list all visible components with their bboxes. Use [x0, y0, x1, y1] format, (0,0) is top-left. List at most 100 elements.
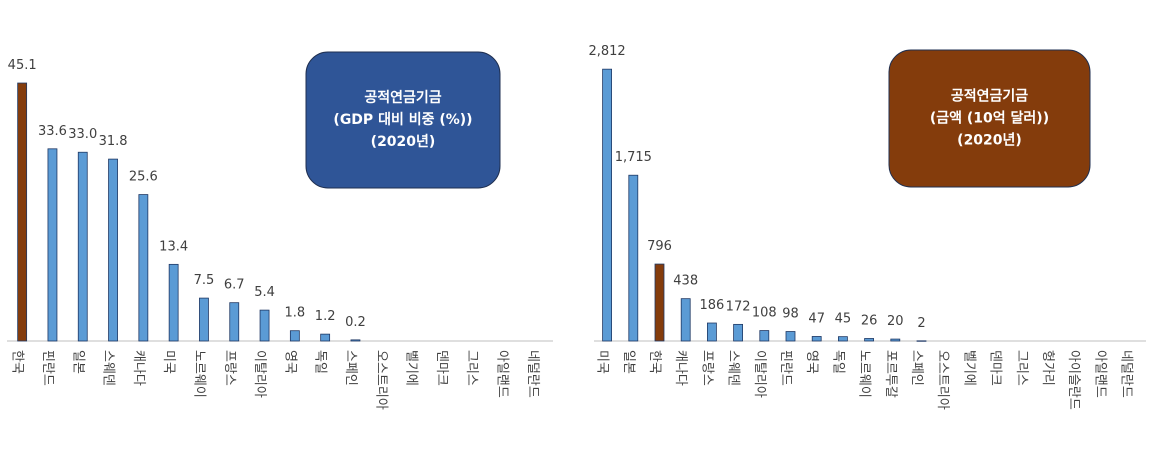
- x-tick-label: 한국: [10, 350, 25, 374]
- annotation-text: 공적연금기금: [951, 88, 1028, 105]
- value-label: 1,715: [615, 150, 652, 165]
- x-tick-label: 스웨덴: [101, 350, 116, 386]
- value-label: 108: [752, 306, 777, 321]
- bar: [785, 331, 796, 342]
- x-tick-label: 그리스: [464, 350, 479, 386]
- x-tick-label: 미국: [595, 350, 610, 374]
- bar: [229, 302, 240, 342]
- x-tick-label: 일본: [70, 350, 85, 374]
- x-tick-label: 아일랜드: [494, 350, 509, 398]
- x-tick-label: 오스트리아: [373, 350, 388, 410]
- x-tick-label: 노르웨이: [857, 350, 872, 398]
- bar: [17, 82, 28, 342]
- x-tick-label: 영국: [804, 350, 819, 374]
- x-tick-label: 네덜란드: [1119, 350, 1134, 398]
- bar: [47, 148, 58, 342]
- x-tick-label: 프랑스: [222, 350, 237, 386]
- value-label: 172: [726, 299, 751, 314]
- bar: [259, 309, 270, 342]
- x-tick-label: 스웨덴: [726, 350, 741, 386]
- bar: [138, 194, 149, 342]
- x-tick-label: 핀란드: [40, 350, 55, 386]
- value-label: 45: [835, 312, 852, 327]
- annotation-box: 공적연금기금 (GDP 대비 비중 (%)) (2020년): [305, 51, 501, 189]
- bar: [759, 330, 770, 342]
- x-tick-label: 독일: [830, 350, 845, 374]
- value-label: 98: [782, 307, 799, 322]
- value-label: 2,812: [588, 44, 625, 59]
- value-label: 5.4: [254, 285, 275, 300]
- bar: [77, 151, 88, 342]
- value-label: 20: [887, 314, 904, 329]
- x-tick-label: 아일랜드: [1092, 350, 1107, 398]
- bar: [838, 336, 848, 342]
- value-label: 186: [699, 298, 724, 313]
- annotation-text: 공적연금기금: [364, 89, 441, 106]
- x-tick-label: 핀란드: [778, 350, 793, 386]
- bar: [320, 333, 331, 342]
- bar: [108, 158, 118, 342]
- bar: [350, 339, 361, 342]
- x-tick-label: 포르투갈: [883, 350, 898, 398]
- value-label: 1.2: [315, 309, 336, 324]
- value-label: 26: [861, 313, 878, 328]
- bar: [628, 174, 639, 342]
- x-tick-label: 독일: [313, 350, 328, 374]
- bar: [811, 336, 822, 342]
- value-label: 13.4: [159, 239, 188, 254]
- value-label: 33.6: [38, 124, 67, 139]
- annotation-bg: [888, 49, 1091, 188]
- value-label: 0.2: [345, 315, 366, 330]
- bar: [916, 340, 927, 342]
- bar: [168, 263, 179, 342]
- value-label: 7.5: [194, 273, 215, 288]
- annotation-bg: [305, 51, 501, 189]
- value-label: 47: [808, 311, 825, 326]
- x-tick-label: 일본: [621, 350, 636, 374]
- bar: [199, 297, 209, 342]
- annotation-text: (금액 (10억 달러)): [930, 110, 1049, 127]
- x-tick-label: 이탈리아: [252, 350, 267, 398]
- bar: [654, 263, 665, 342]
- annotation-text: (GDP 대비 비중 (%)): [333, 112, 472, 128]
- value-label: 796: [647, 239, 672, 254]
- bar: [289, 330, 300, 342]
- x-tick-label: 프랑스: [699, 350, 714, 386]
- value-label: 438: [673, 274, 698, 289]
- x-tick-label: 오스트리아: [935, 350, 950, 410]
- annotation-text: (2020년): [957, 133, 1022, 149]
- x-tick-label: 노르웨이: [191, 350, 206, 398]
- value-label: 45.1: [8, 58, 37, 73]
- x-tick-label: 아이슬란드: [1066, 350, 1081, 410]
- x-tick-label: 미국: [161, 350, 176, 374]
- x-tick-label: 네덜란드: [525, 350, 540, 398]
- bar: [707, 322, 717, 342]
- x-tick-label: 덴마크: [434, 350, 449, 386]
- x-tick-label: 스페인: [909, 350, 924, 386]
- x-tick-label: 벨기에: [404, 350, 419, 386]
- x-tick-label: 스페인: [343, 350, 358, 386]
- bar: [864, 338, 874, 342]
- annotation-text: (2020년): [371, 134, 436, 150]
- x-tick-label: 캐나다: [673, 350, 688, 386]
- value-label: 33.0: [68, 127, 97, 142]
- x-tick-label: 한국: [647, 350, 662, 374]
- x-tick-label: 이탈리아: [752, 350, 767, 398]
- x-tick-label: 덴마크: [988, 350, 1003, 386]
- x-tick-label: 헝가리: [1040, 350, 1055, 386]
- annotation-box: 공적연금기금 (금액 (10억 달러)) (2020년): [888, 49, 1091, 188]
- bar: [680, 298, 691, 342]
- bar: [602, 68, 612, 342]
- bar: [890, 338, 901, 342]
- value-label: 2: [917, 316, 925, 331]
- x-tick-label: 캐나다: [131, 350, 146, 386]
- bar: [733, 323, 743, 342]
- value-label: 25.6: [129, 170, 158, 185]
- value-label: 6.7: [224, 278, 245, 293]
- x-tick-label: 영국: [282, 350, 297, 374]
- value-label: 31.8: [99, 134, 128, 149]
- x-tick-label: 그리스: [1014, 350, 1029, 386]
- x-tick-label: 벨기에: [961, 350, 976, 386]
